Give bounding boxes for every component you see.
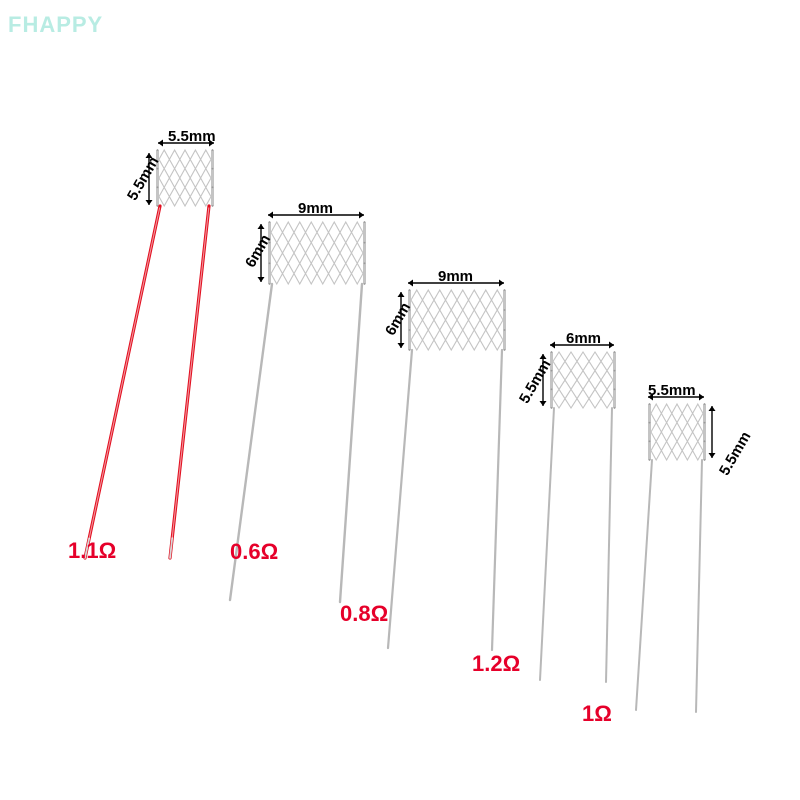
resistance-label: 1.1Ω [68, 538, 116, 564]
mesh [268, 221, 366, 285]
resistance-label: 0.8Ω [340, 601, 388, 627]
lead [340, 284, 362, 602]
lead [696, 460, 702, 712]
lead [540, 408, 554, 680]
diagram-stage [0, 0, 800, 800]
mesh [648, 403, 706, 461]
width-dim-label: 9mm [438, 268, 473, 285]
mesh [156, 149, 214, 207]
width-dim-label: 9mm [298, 200, 333, 217]
width-dim-label: 5.5mm [168, 128, 216, 145]
width-dim-label: 5.5mm [648, 382, 696, 399]
mesh [550, 351, 616, 409]
mesh [408, 289, 506, 351]
dimension-arrow-v [709, 406, 716, 458]
resistance-label: 1Ω [582, 701, 612, 727]
resistance-label: 1.2Ω [472, 651, 520, 677]
width-dim-label: 6mm [566, 330, 601, 347]
lead [606, 408, 612, 682]
lead [636, 460, 652, 710]
lead [492, 350, 502, 650]
resistance-label: 0.6Ω [230, 539, 278, 565]
lead [388, 350, 412, 648]
